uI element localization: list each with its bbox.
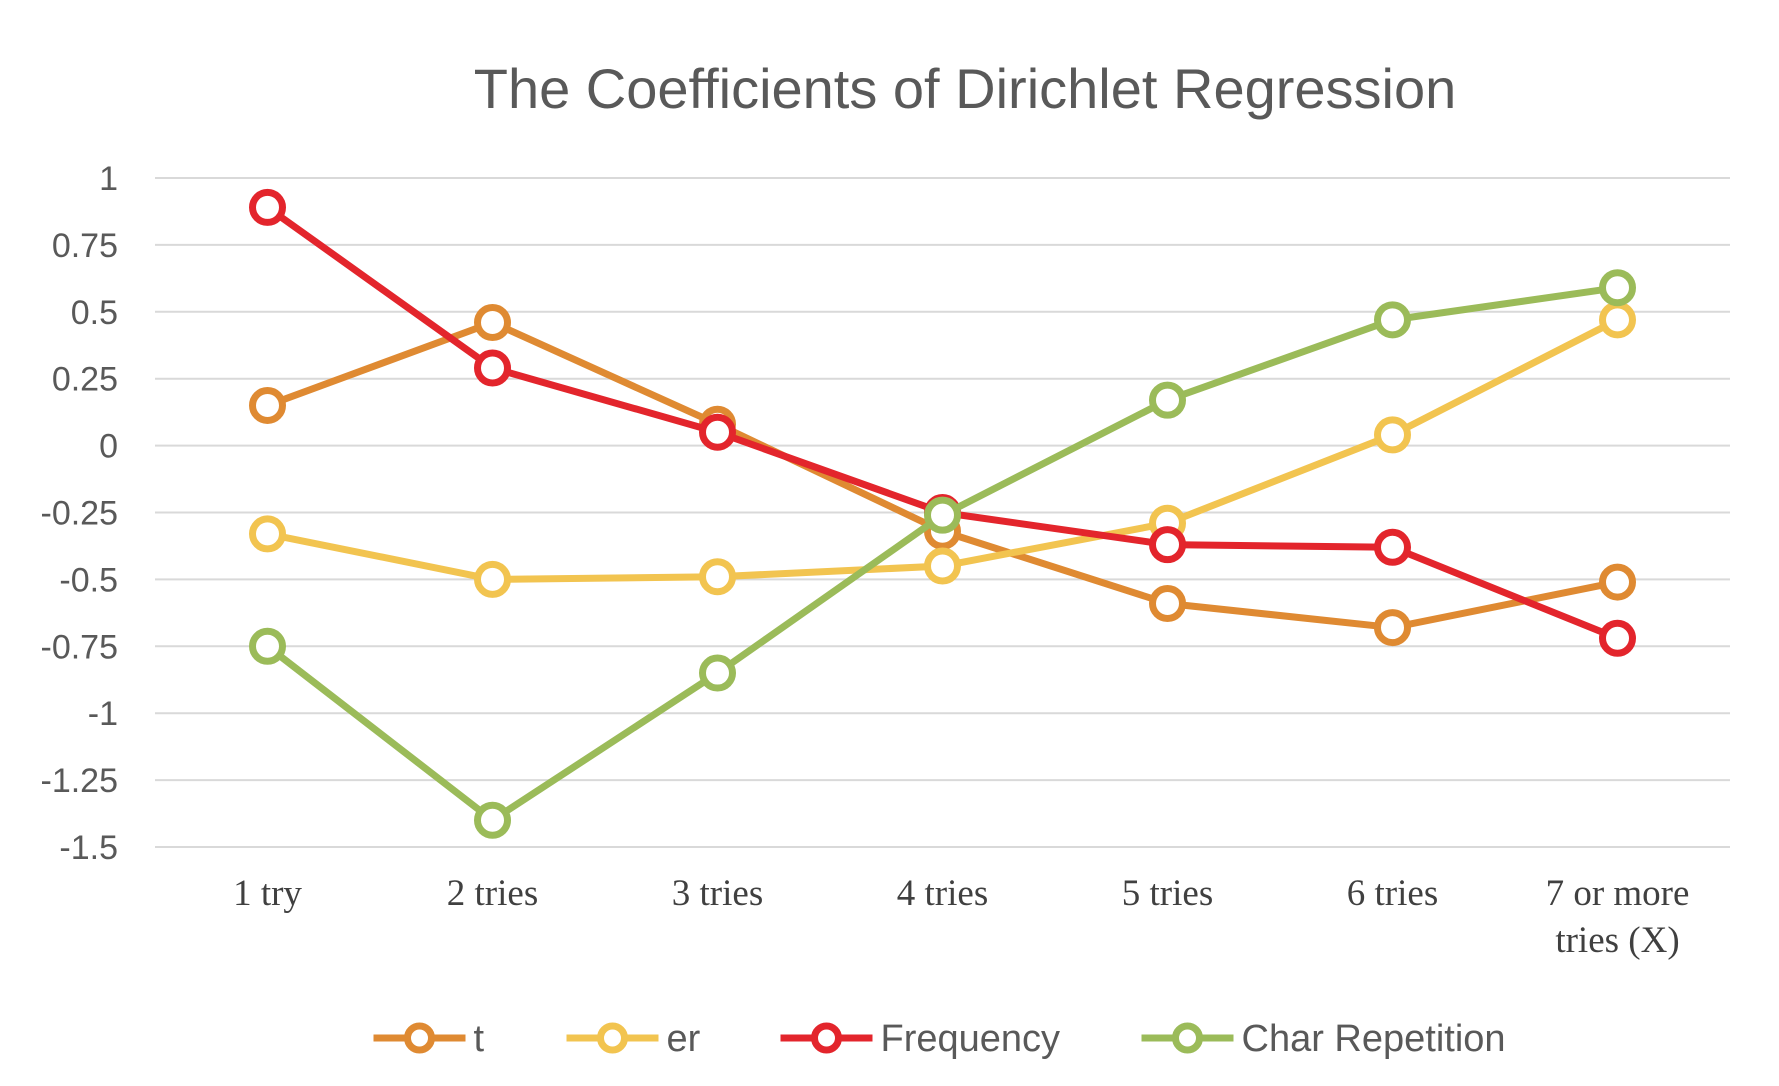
data-point-marker xyxy=(249,515,286,553)
x-tick-label: 7 or more tries (X) xyxy=(1546,873,1690,961)
legend-entry: Char Repetition xyxy=(1141,1018,1506,1060)
data-point-marker xyxy=(474,801,511,839)
y-tick-label: 1 xyxy=(99,160,118,198)
y-tick-label: 0.25 xyxy=(52,361,118,399)
legend-marker xyxy=(811,1022,842,1054)
data-point-marker xyxy=(474,304,511,342)
y-tick-label: -1 xyxy=(88,695,118,733)
data-point-marker xyxy=(699,654,736,692)
legend-label: t xyxy=(474,1018,485,1060)
y-tick-label: 0.5 xyxy=(71,294,118,332)
legend-marker xyxy=(597,1022,628,1054)
data-point-marker xyxy=(699,558,736,596)
x-tick-label-line: 2 tries xyxy=(447,873,538,914)
legend-entry: t xyxy=(373,1018,485,1060)
y-tick-label: -0.25 xyxy=(41,495,119,533)
data-point-marker xyxy=(1599,563,1636,601)
data-point-marker xyxy=(1374,609,1411,647)
legend-label: Frequency xyxy=(881,1018,1061,1060)
data-point-marker xyxy=(1374,416,1411,454)
data-point-marker xyxy=(249,627,286,665)
data-point-marker xyxy=(1599,269,1636,307)
legend-entry: er xyxy=(566,1018,701,1060)
x-tick-label: 3 tries xyxy=(672,873,763,914)
data-point-marker xyxy=(474,560,511,598)
y-tick-label: -0.5 xyxy=(59,561,118,599)
data-point-marker xyxy=(1149,381,1186,419)
legend-marker xyxy=(404,1022,435,1054)
x-axis-tick-labels: 1 try 2 tries 3 tries 4 tries 5 tries 6 tries… xyxy=(233,873,1689,961)
data-point-marker xyxy=(1374,528,1411,566)
series-lines xyxy=(249,188,1636,839)
legend-entry: Frequency xyxy=(780,1018,1061,1060)
x-tick-label-line: 1 try xyxy=(233,873,302,914)
y-tick-label: -1.5 xyxy=(59,829,118,867)
data-point-marker xyxy=(924,547,961,585)
series-er xyxy=(249,301,1636,598)
data-point-marker xyxy=(1599,619,1636,657)
x-tick-label-line: 3 tries xyxy=(672,873,763,914)
data-point-marker xyxy=(924,496,961,534)
series-char-repetition xyxy=(249,269,1636,839)
x-tick-label: 1 try xyxy=(233,873,302,914)
x-tick-label-line: 5 tries xyxy=(1122,873,1213,914)
chart-title: The Coefficients of Dirichlet Regression xyxy=(474,57,1457,120)
data-point-marker xyxy=(699,413,736,451)
x-tick-label-line: 4 tries xyxy=(897,873,988,914)
y-tick-label: 0 xyxy=(99,428,118,466)
x-tick-label-line: 7 or more xyxy=(1546,873,1690,914)
legend-label: er xyxy=(667,1018,701,1060)
data-point-marker xyxy=(249,386,286,424)
legend: t er Frequency Char Repetition xyxy=(373,1018,1506,1060)
x-tick-label-line: 6 tries xyxy=(1347,873,1438,914)
y-tick-label: -1.25 xyxy=(41,762,119,800)
data-point-marker xyxy=(1374,301,1411,339)
y-axis-tick-labels: 1 0.75 0.5 0.25 0 -0.25 -0.5 -0.75 -1 -1.25 -1.5 xyxy=(41,160,119,867)
series-t xyxy=(249,304,1636,647)
data-point-marker xyxy=(249,188,286,226)
y-tick-label: 0.75 xyxy=(52,227,118,265)
legend-marker xyxy=(1172,1022,1203,1054)
x-tick-label-line: tries (X) xyxy=(1555,920,1679,961)
data-point-marker xyxy=(474,349,511,387)
x-tick-label: 5 tries xyxy=(1122,873,1213,914)
x-tick-label: 6 tries xyxy=(1347,873,1438,914)
data-point-marker xyxy=(1599,301,1636,339)
x-tick-label: 4 tries xyxy=(897,873,988,914)
data-point-marker xyxy=(1149,526,1186,564)
legend-label: Char Repetition xyxy=(1242,1018,1506,1060)
y-tick-label: -0.75 xyxy=(41,628,119,666)
x-tick-label: 2 tries xyxy=(447,873,538,914)
data-point-marker xyxy=(1149,584,1186,622)
